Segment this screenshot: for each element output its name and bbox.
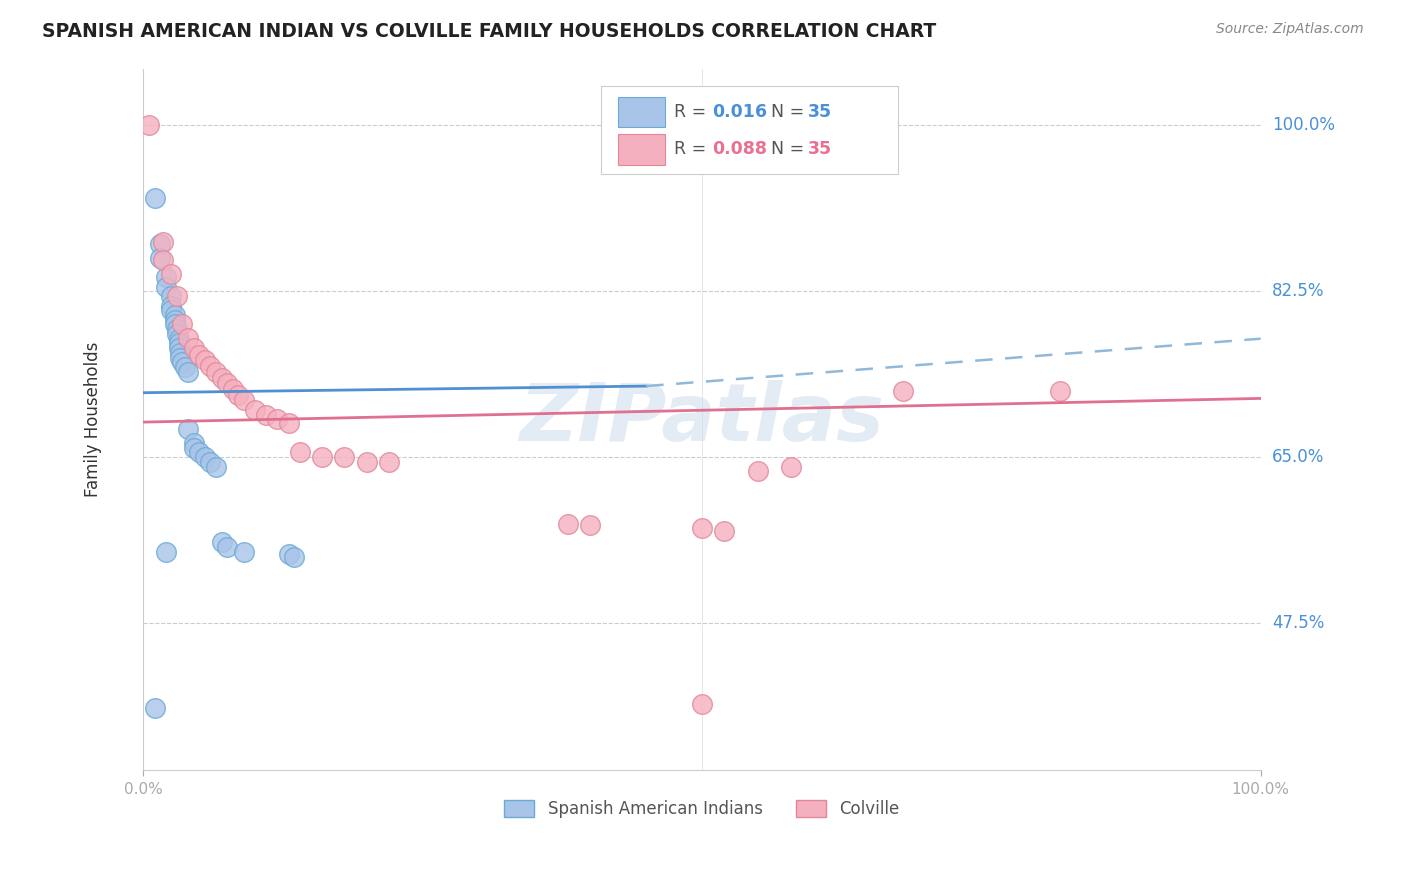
FancyBboxPatch shape xyxy=(619,96,665,128)
Point xyxy=(194,353,217,368)
Point xyxy=(205,459,228,474)
Point xyxy=(356,455,378,469)
Point xyxy=(163,312,186,326)
Text: R =: R = xyxy=(673,103,711,121)
Point xyxy=(166,322,188,336)
Point xyxy=(690,697,713,711)
Point xyxy=(155,279,177,293)
Text: N =: N = xyxy=(772,103,810,121)
Point xyxy=(169,346,191,360)
Text: SPANISH AMERICAN INDIAN VS COLVILLE FAMILY HOUSEHOLDS CORRELATION CHART: SPANISH AMERICAN INDIAN VS COLVILLE FAMI… xyxy=(42,22,936,41)
Point xyxy=(713,524,735,538)
Point xyxy=(167,332,190,346)
Point xyxy=(222,382,245,396)
Text: R =: R = xyxy=(673,140,711,158)
Point xyxy=(217,540,239,554)
Point xyxy=(200,455,222,469)
Point xyxy=(1049,384,1071,398)
Text: 82.5%: 82.5% xyxy=(1272,282,1324,301)
Point xyxy=(690,521,713,535)
Point xyxy=(311,450,333,465)
Text: 0.016: 0.016 xyxy=(711,103,768,121)
Point xyxy=(217,376,239,391)
Point xyxy=(243,402,266,417)
Point xyxy=(277,547,299,561)
Point xyxy=(283,549,305,564)
Text: 35: 35 xyxy=(808,103,832,121)
Point xyxy=(173,360,195,375)
Point xyxy=(163,318,186,332)
Point xyxy=(177,422,200,436)
Point xyxy=(232,545,254,559)
Point xyxy=(194,450,217,465)
Point xyxy=(172,355,194,369)
Point xyxy=(557,516,579,531)
Point xyxy=(378,455,401,469)
Point xyxy=(172,318,194,332)
Point xyxy=(183,436,205,450)
Point xyxy=(579,518,602,533)
Text: 35: 35 xyxy=(808,140,832,158)
Point xyxy=(277,416,299,430)
Point xyxy=(163,308,186,322)
Point xyxy=(211,370,233,384)
Point xyxy=(155,545,177,559)
Point xyxy=(155,270,177,285)
Point xyxy=(891,384,914,398)
Text: 47.5%: 47.5% xyxy=(1272,614,1324,632)
Point xyxy=(780,459,803,474)
Point xyxy=(143,191,166,205)
Text: 100.0%: 100.0% xyxy=(1272,116,1334,135)
FancyBboxPatch shape xyxy=(619,134,665,165)
Text: Source: ZipAtlas.com: Source: ZipAtlas.com xyxy=(1216,22,1364,37)
Point xyxy=(177,365,200,379)
FancyBboxPatch shape xyxy=(602,86,897,174)
Point xyxy=(188,445,211,459)
Point xyxy=(183,341,205,355)
Text: Family Households: Family Households xyxy=(84,342,103,497)
Point xyxy=(166,289,188,303)
Point xyxy=(205,365,228,379)
Point xyxy=(166,326,188,341)
Point xyxy=(169,351,191,365)
Point xyxy=(266,412,288,426)
Point xyxy=(160,298,183,312)
Point xyxy=(138,119,160,133)
Point xyxy=(160,289,183,303)
Point xyxy=(143,701,166,715)
Point xyxy=(160,303,183,318)
Point xyxy=(226,387,249,401)
Point xyxy=(200,359,222,374)
Point xyxy=(288,445,311,459)
Point xyxy=(211,535,233,549)
Point xyxy=(152,252,174,267)
Point xyxy=(167,336,190,351)
Text: N =: N = xyxy=(772,140,810,158)
Text: 65.0%: 65.0% xyxy=(1272,448,1324,467)
Point xyxy=(254,409,277,423)
Legend: Spanish American Indians, Colville: Spanish American Indians, Colville xyxy=(498,793,907,825)
Point xyxy=(167,341,190,355)
Point xyxy=(232,393,254,408)
Point xyxy=(160,267,183,281)
Text: 0.088: 0.088 xyxy=(711,140,768,158)
Point xyxy=(747,464,769,478)
Point xyxy=(188,348,211,362)
Point xyxy=(333,450,356,465)
Point xyxy=(152,235,174,249)
Text: ZIPatlas: ZIPatlas xyxy=(519,380,884,458)
Point xyxy=(183,441,205,455)
Point xyxy=(177,331,200,345)
Point xyxy=(149,251,172,265)
Point xyxy=(149,236,172,251)
